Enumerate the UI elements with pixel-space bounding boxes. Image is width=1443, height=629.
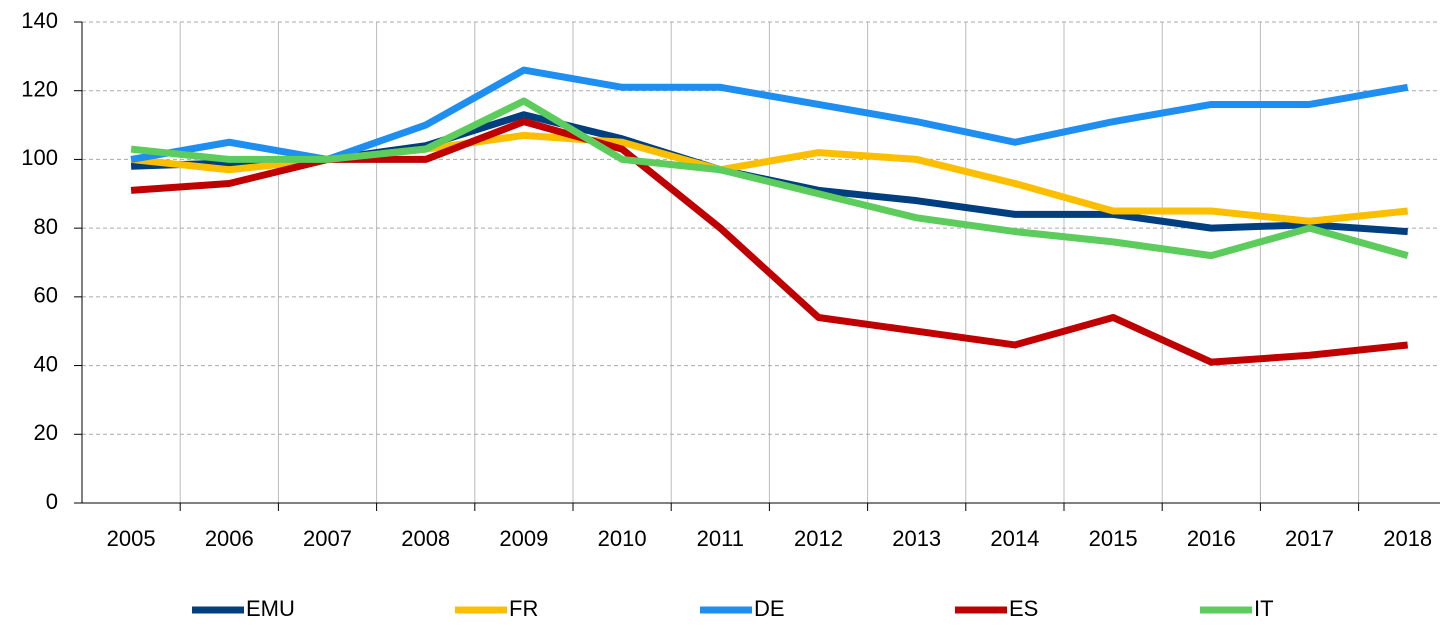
series-line: [130, 97, 1409, 260]
x-tick-label: 2009: [499, 526, 548, 551]
legend-label: EMU: [246, 596, 295, 621]
x-tick-label: 2012: [794, 526, 843, 551]
y-tick-label: 20: [34, 420, 58, 445]
legend-label: ES: [1009, 596, 1038, 621]
x-tick-label: 2006: [205, 526, 254, 551]
x-tick-label: 2011: [697, 526, 744, 551]
legend-label: IT: [1254, 596, 1274, 621]
x-tick-label: 2013: [892, 526, 941, 551]
y-tick-label: 40: [34, 351, 58, 376]
x-tick-label: 2015: [1089, 526, 1138, 551]
x-tick-label: 2016: [1187, 526, 1236, 551]
x-tick-label: 2008: [401, 526, 450, 551]
y-tick-label: 60: [34, 283, 58, 308]
x-tick-label: 2014: [990, 526, 1039, 551]
legend-label: DE: [754, 596, 785, 621]
legend-label: FR: [509, 596, 538, 621]
y-tick-label: 120: [21, 77, 58, 102]
x-tick-label: 2010: [598, 526, 647, 551]
y-tick-label: 140: [21, 8, 58, 33]
x-tick-label: 2007: [303, 526, 352, 551]
y-tick-label: 80: [34, 214, 58, 239]
x-tick-label: 2005: [107, 526, 156, 551]
y-tick-label: 0: [46, 489, 58, 514]
x-tick-label: 2018: [1383, 526, 1432, 551]
y-tick-label: 100: [21, 145, 58, 170]
x-tick-label: 2017: [1285, 526, 1334, 551]
series-line: [130, 66, 1409, 163]
